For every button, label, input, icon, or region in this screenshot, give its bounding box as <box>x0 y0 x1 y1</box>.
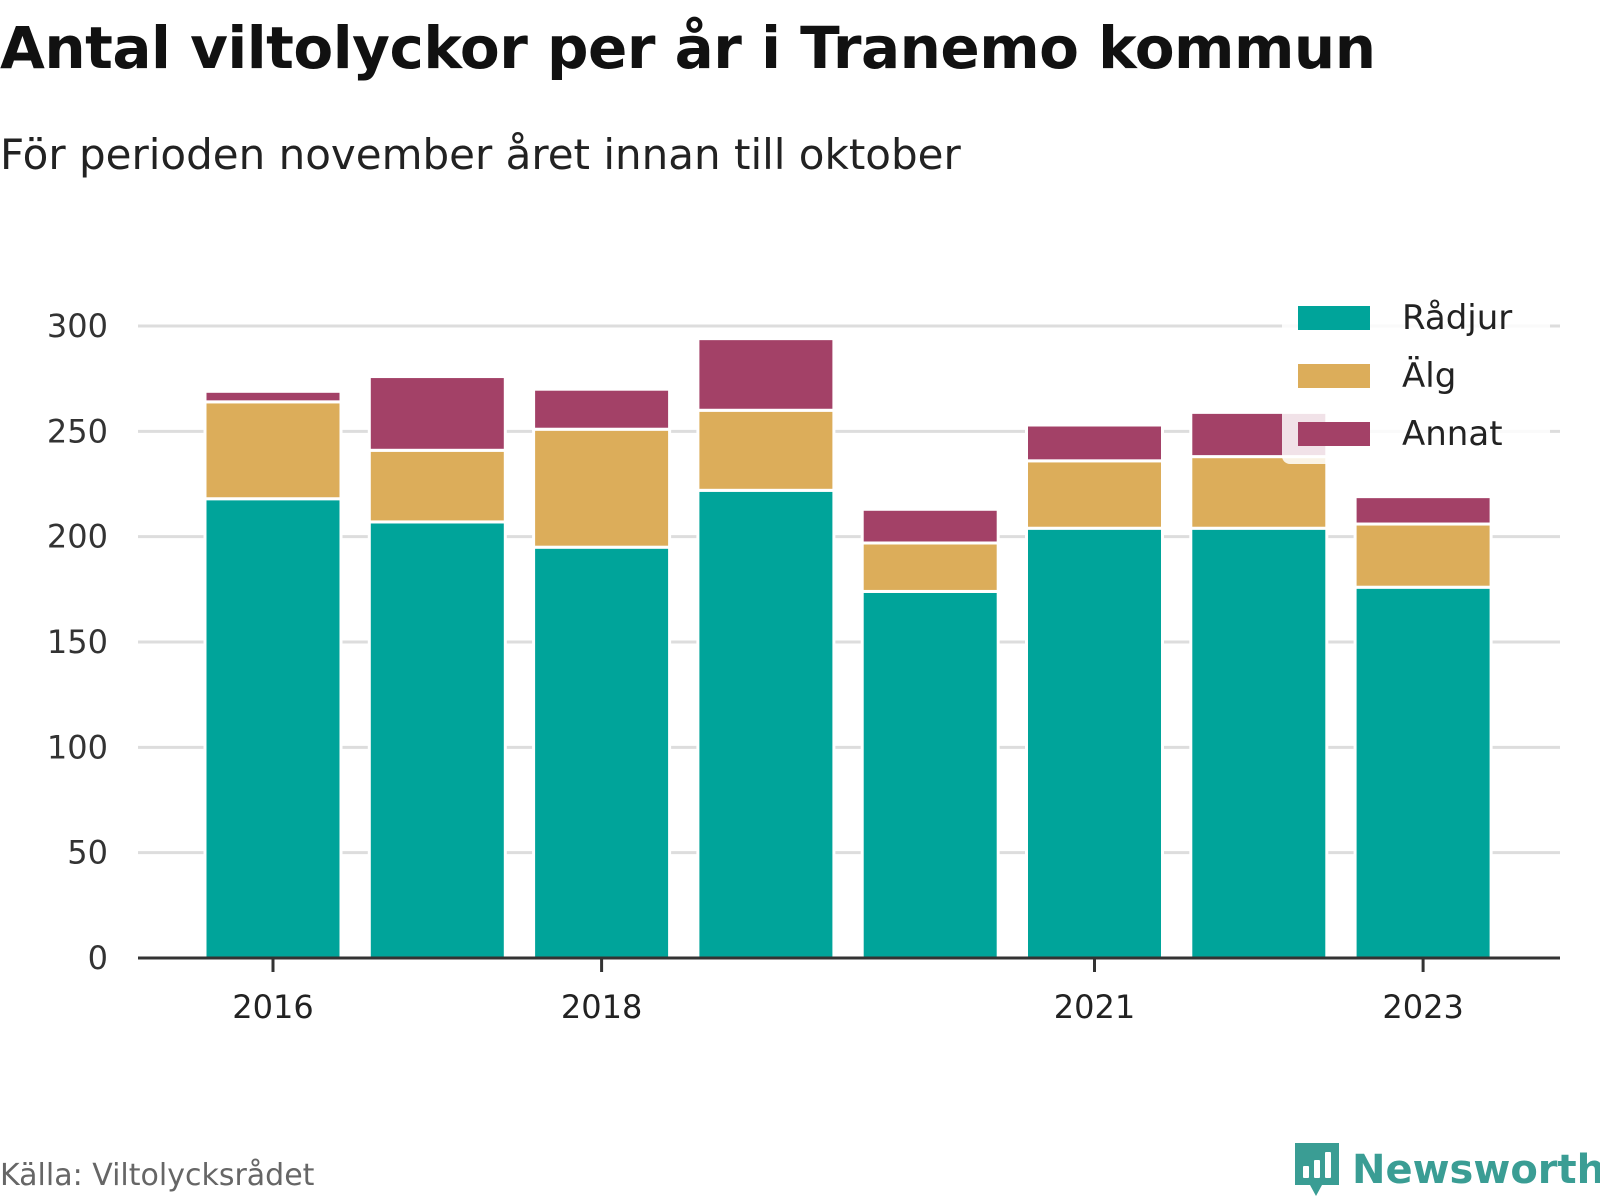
y-tick-label: 0 <box>88 939 108 977</box>
bar-segment-rådjur-2020 <box>860 589 1000 960</box>
bar-segment-rådjur-2017 <box>367 520 507 960</box>
brand-name: Newsworthy <box>1352 1147 1600 1193</box>
x-tick-label: 2023 <box>1382 988 1463 1026</box>
legend-swatch-rådjur <box>1298 306 1370 330</box>
y-tick-label: 50 <box>67 834 108 872</box>
bar-segment-älg-2021 <box>1025 459 1164 530</box>
bar-segment-rådjur-2022 <box>1189 526 1329 960</box>
bar-segment-rådjur-2016 <box>203 497 343 960</box>
y-tick-label: 200 <box>47 518 108 556</box>
legend-label: Älg <box>1402 356 1456 396</box>
x-tick-label: 2021 <box>1054 988 1135 1026</box>
x-tick-label: 2018 <box>561 988 642 1026</box>
legend-label: Rådjur <box>1402 298 1512 338</box>
bar-segment-rådjur-2023 <box>1353 585 1493 960</box>
bar-segment-annat-2021 <box>1025 423 1164 463</box>
bar-segment-älg-2023 <box>1353 522 1493 589</box>
bar-segment-älg-2022 <box>1189 455 1329 530</box>
bar-segment-rådjur-2018 <box>532 545 672 960</box>
y-tick-label: 300 <box>47 307 108 345</box>
legend-label: Annat <box>1402 414 1503 454</box>
brand-logo: Newsworthy <box>1292 1140 1600 1200</box>
legend-swatch-älg <box>1298 364 1370 388</box>
bar-segment-annat-2018 <box>532 387 672 431</box>
y-tick-label: 250 <box>47 412 108 450</box>
bar-segment-älg-2019 <box>696 408 836 492</box>
newsworthy-logo-icon <box>1295 1143 1339 1196</box>
bar-segment-älg-2017 <box>367 448 507 524</box>
bar-segment-annat-2016 <box>203 389 343 404</box>
chart-subtitle: För perioden november året innan till ok… <box>0 130 961 179</box>
bar-segment-annat-2019 <box>696 337 836 412</box>
y-tick-label: 100 <box>47 728 108 766</box>
bar-segment-annat-2023 <box>1353 495 1493 526</box>
bar-segment-rådjur-2019 <box>696 488 836 960</box>
legend: Rådjur Älg Annat <box>1282 286 1550 464</box>
chart-title: Antal viltolyckor per år i Tranemo kommu… <box>0 14 1376 82</box>
bar-segment-älg-2018 <box>532 427 672 549</box>
axes: 0 50 100 150 200 250 300 2016 2018 2021 2023 <box>47 307 1560 1026</box>
bar-segment-älg-2020 <box>860 541 1000 593</box>
bars <box>203 337 1493 960</box>
bar-segment-älg-2016 <box>203 400 343 501</box>
legend-swatch-annat <box>1298 422 1370 446</box>
bar-segment-annat-2020 <box>860 507 1000 545</box>
bar-segment-rådjur-2021 <box>1025 526 1164 960</box>
y-tick-label: 150 <box>47 623 108 661</box>
x-tick-label: 2016 <box>232 988 313 1026</box>
source-note: Källa: Viltolycksrådet <box>0 1158 315 1193</box>
legend-background <box>1282 286 1550 464</box>
bar-segment-annat-2017 <box>367 375 507 452</box>
